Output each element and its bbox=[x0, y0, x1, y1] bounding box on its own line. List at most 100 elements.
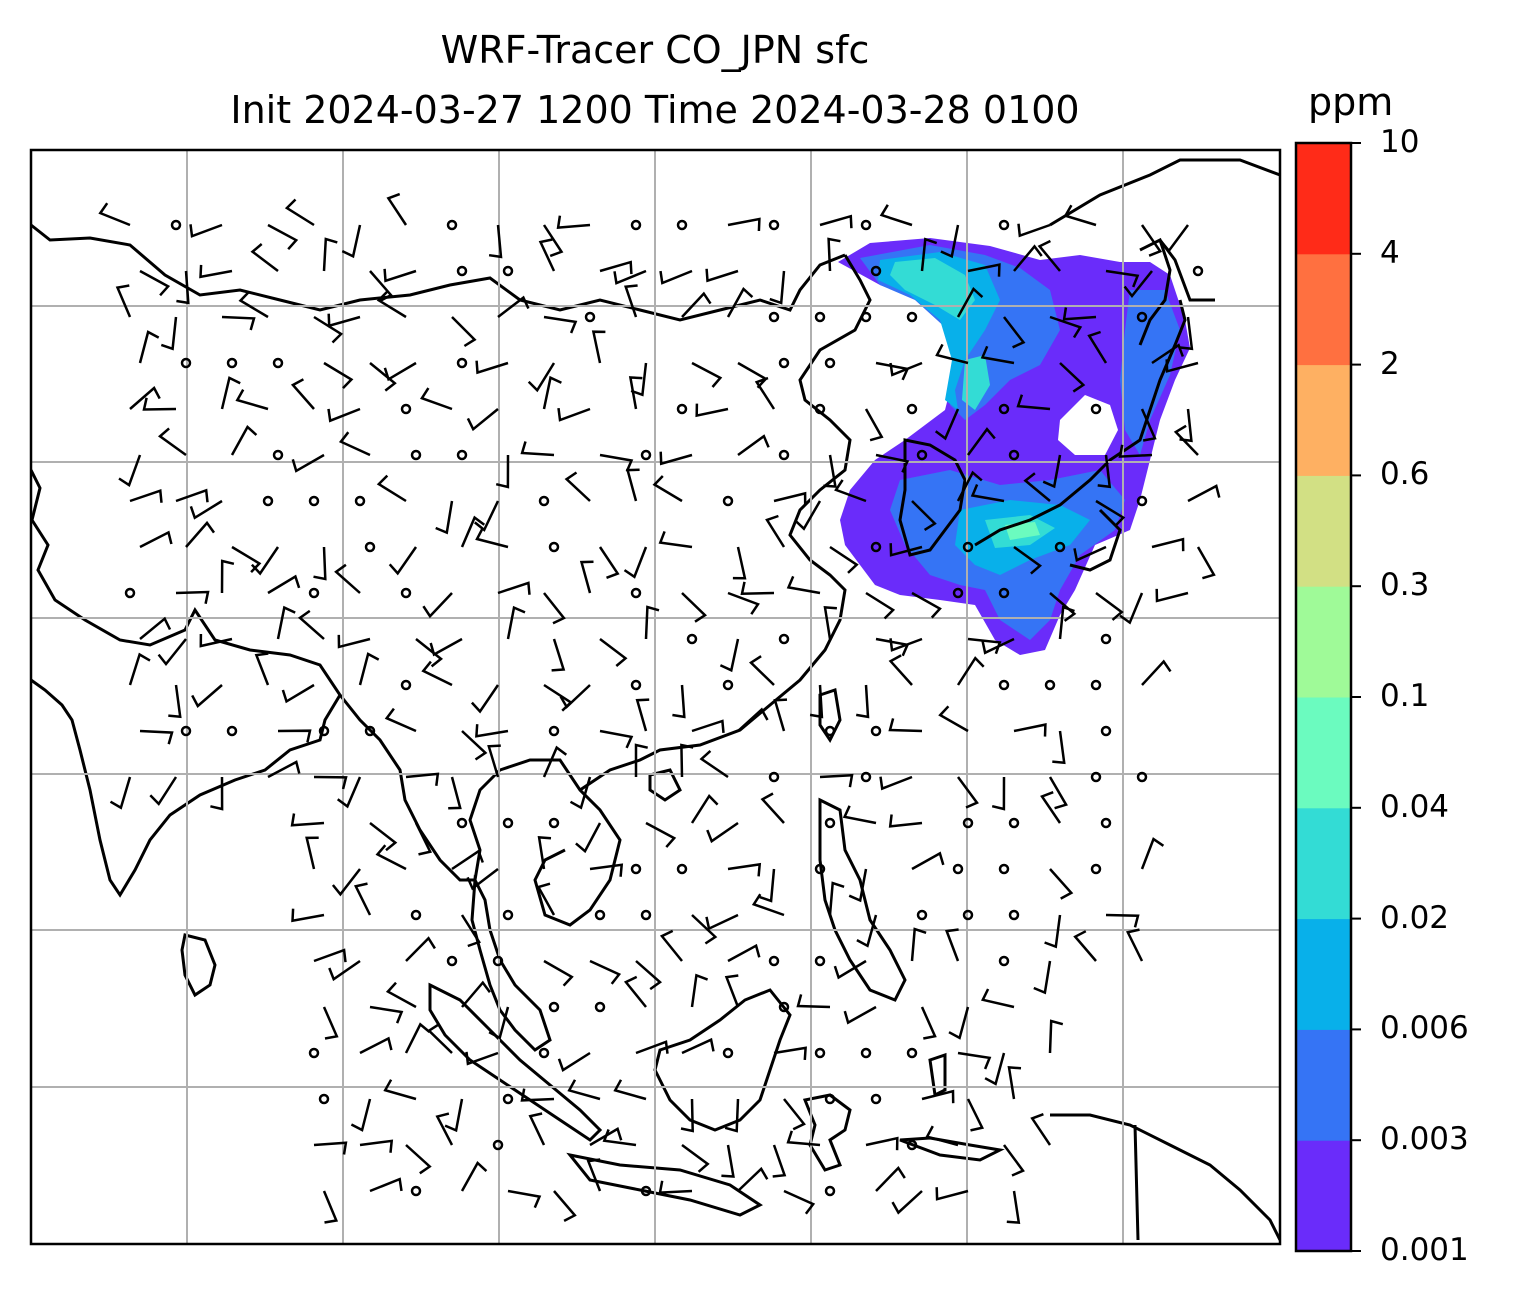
wind-barb bbox=[875, 453, 910, 473]
wind-barb bbox=[1058, 605, 1075, 640]
wind-barb bbox=[475, 724, 509, 738]
calm-wind-circle bbox=[1136, 311, 1148, 323]
calm-wind-circle bbox=[640, 449, 652, 461]
calm-wind-circle bbox=[410, 1185, 422, 1197]
wind-barb bbox=[435, 500, 454, 535]
wind-barb bbox=[579, 560, 594, 594]
wind-barb bbox=[659, 929, 683, 962]
wind-barb bbox=[128, 652, 151, 686]
wind-barb bbox=[129, 489, 163, 503]
wind-barb bbox=[726, 287, 754, 318]
wind-barb bbox=[589, 1127, 623, 1147]
calm-wind-circle bbox=[630, 863, 642, 875]
wind-barb bbox=[719, 638, 740, 673]
calm-wind-circle bbox=[456, 817, 468, 829]
coast-kamchatka bbox=[1049, 158, 1280, 227]
wind-barb bbox=[956, 470, 983, 502]
wind-barb bbox=[139, 729, 174, 745]
wind-barb bbox=[681, 1037, 715, 1055]
wind-barb bbox=[139, 269, 171, 297]
coast-hainan bbox=[648, 768, 682, 802]
wind-barb bbox=[334, 563, 361, 594]
wind-barb bbox=[250, 546, 280, 576]
calm-wind-circle bbox=[170, 219, 182, 231]
wind-barb bbox=[940, 224, 960, 259]
calm-wind-circle bbox=[1192, 265, 1204, 277]
wind-barb bbox=[1013, 244, 1043, 272]
colorbar-tick-label: 0.3 bbox=[1380, 567, 1430, 604]
wind-barb bbox=[313, 775, 348, 790]
calm-wind-circle bbox=[906, 311, 918, 323]
wind-barb bbox=[783, 1098, 806, 1131]
wind-barb bbox=[911, 500, 937, 531]
wind-barb bbox=[199, 633, 233, 648]
wind-barb bbox=[1123, 270, 1153, 299]
wind-barb bbox=[935, 343, 969, 365]
calm-wind-circle bbox=[1090, 679, 1102, 691]
wind-barb bbox=[623, 975, 647, 1008]
wind-barb bbox=[507, 1189, 542, 1209]
wind-barb bbox=[1049, 592, 1077, 622]
wind-barb bbox=[419, 387, 453, 411]
wind-barb bbox=[1095, 591, 1124, 621]
calm-wind-circle bbox=[1100, 817, 1112, 829]
wind-barb bbox=[567, 1079, 601, 1101]
wind-barb bbox=[938, 705, 969, 733]
gridlines bbox=[31, 150, 1280, 1244]
wind-barb bbox=[834, 479, 867, 503]
wind-barb bbox=[404, 1022, 431, 1054]
calm-wind-circle bbox=[860, 771, 872, 783]
calm-wind-circle bbox=[1090, 771, 1102, 783]
wind-barb bbox=[290, 378, 315, 410]
wind-barb bbox=[405, 772, 440, 786]
calm-wind-circle bbox=[860, 311, 872, 323]
colorbar-tick-label: 0.02 bbox=[1380, 899, 1450, 936]
calm-wind-circle bbox=[446, 219, 458, 231]
wind-barb bbox=[981, 637, 1015, 655]
calm-wind-circle bbox=[318, 1093, 330, 1105]
colorbar-tick-label: 0.6 bbox=[1380, 456, 1430, 493]
wind-barb bbox=[235, 388, 269, 411]
colorbar-tick-label: 0.006 bbox=[1380, 1010, 1469, 1047]
wind-barb bbox=[1030, 1113, 1052, 1146]
chart-title: WRF-Tracer CO_JPN sfc bbox=[440, 28, 870, 72]
wind-barb bbox=[680, 1098, 694, 1133]
coast-borneo bbox=[653, 988, 792, 1132]
wind-barb bbox=[628, 376, 643, 410]
calm-wind-circle bbox=[814, 863, 826, 875]
wind-barb bbox=[967, 263, 1001, 277]
wind-barb bbox=[323, 361, 354, 389]
wind-barb bbox=[376, 290, 407, 319]
colorbar-tick-label: 0.003 bbox=[1380, 1121, 1469, 1158]
wind-barb bbox=[118, 454, 142, 488]
colorbar bbox=[1294, 141, 1361, 1253]
wind-barb bbox=[751, 893, 785, 917]
wind-barb bbox=[388, 546, 418, 576]
calm-wind-circle bbox=[548, 1001, 560, 1013]
wind-barb bbox=[1048, 776, 1068, 810]
wind-barb bbox=[506, 605, 526, 640]
calm-wind-circle bbox=[180, 725, 192, 737]
wind-barb bbox=[823, 454, 837, 488]
wind-barb bbox=[527, 362, 556, 393]
wind-barb bbox=[383, 361, 417, 382]
wind-barb bbox=[358, 652, 380, 686]
calm-wind-circle bbox=[446, 955, 458, 967]
calm-wind-circle bbox=[318, 725, 330, 737]
coast-japan bbox=[974, 237, 1187, 572]
calm-wind-circle bbox=[778, 449, 790, 461]
wind-barb bbox=[737, 361, 768, 389]
wind-barb bbox=[1049, 868, 1074, 900]
wind-barb bbox=[470, 684, 500, 714]
wind-barb bbox=[451, 849, 484, 871]
wind-barb bbox=[737, 1166, 769, 1192]
wind-barb bbox=[910, 927, 927, 962]
calm-wind-circle bbox=[456, 449, 468, 461]
wind-barb bbox=[690, 793, 719, 824]
wind-barb bbox=[487, 744, 501, 778]
wind-barb bbox=[129, 386, 161, 410]
wind-barb bbox=[176, 270, 190, 305]
wind-barb bbox=[809, 684, 824, 719]
wind-barb bbox=[599, 260, 633, 275]
calm-wind-circle bbox=[630, 679, 642, 691]
